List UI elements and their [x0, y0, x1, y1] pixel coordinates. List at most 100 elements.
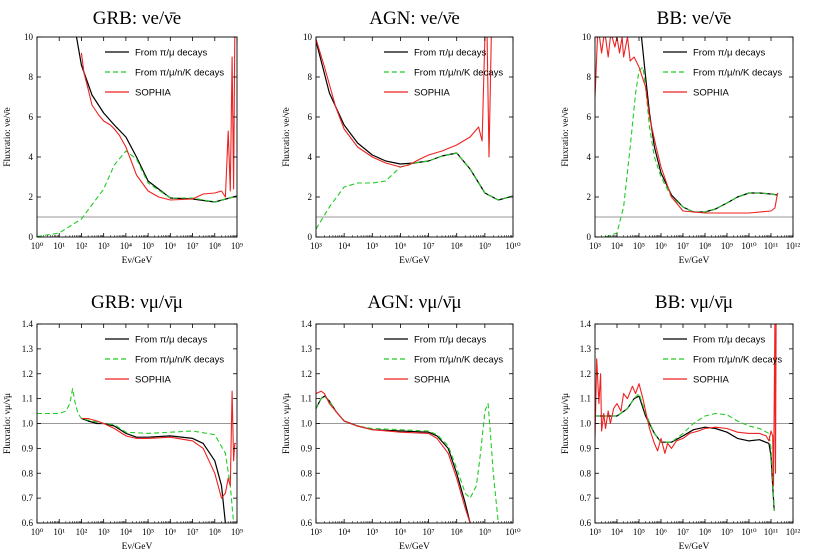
- legend-label-2: From π/μ/n/K decays: [693, 355, 782, 366]
- series-group: [595, 37, 779, 237]
- legend-label-3: SOPHIA: [135, 88, 172, 99]
- y-tick-label: 4: [308, 152, 313, 162]
- x-tick-label: 10⁸: [451, 527, 463, 537]
- y-tick-label: 0.7: [301, 493, 313, 503]
- y-axis-label: Fluxratio: νe/ν̄e: [3, 107, 13, 167]
- legend-label-1: From π/μ decays: [135, 335, 207, 346]
- x-tick-label: 10³: [98, 527, 110, 537]
- x-tick-label: 10⁶: [164, 241, 176, 251]
- x-tick-label: 10¹⁰: [741, 527, 757, 537]
- legend: From π/μ decays From π/μ/n/K decays SOPHIA: [663, 335, 782, 386]
- x-tick-label: 10⁴: [338, 527, 350, 537]
- x-tick-label: 10²: [76, 241, 88, 251]
- y-axis-label: Fluxratio: νμ/ν̄μ: [282, 393, 292, 454]
- series-line-3: [81, 390, 236, 499]
- legend-label-2: From π/μ/n/K decays: [135, 355, 224, 366]
- x-tick-label: 10⁷: [677, 241, 689, 251]
- x-tick-label: 10¹: [53, 527, 65, 537]
- series-line-1: [75, 37, 237, 203]
- x-tick-label: 10⁶: [655, 527, 667, 537]
- y-tick-label: 0.6: [22, 518, 34, 528]
- series-line-2: [316, 152, 513, 230]
- y-tick-label: 0.9: [301, 443, 313, 453]
- x-axis-label: Eν/GeV: [399, 256, 430, 266]
- series-line-3: [316, 390, 471, 523]
- x-tick-label: 10¹: [53, 241, 65, 251]
- chart-title: AGN: νμ/ν̄μ: [367, 292, 461, 313]
- y-tick-label: 0.6: [301, 518, 313, 528]
- y-tick-label: 1.3: [301, 344, 313, 354]
- x-tick-label: 10⁹: [231, 241, 243, 251]
- legend: From π/μ decays From π/μ/n/K decays SOPHIA: [384, 48, 503, 99]
- legend-label-3: SOPHIA: [414, 88, 451, 99]
- x-tick-label: 10⁴: [611, 527, 623, 537]
- chart-title: BB: νμ/ν̄μ: [655, 292, 733, 313]
- y-tick-label: 1.2: [22, 369, 33, 379]
- y-axis-label: Fluxratio: νμ/ν̄μ: [561, 393, 571, 454]
- y-tick-label: 6: [29, 112, 34, 122]
- x-axis-label: Eν/GeV: [679, 542, 710, 552]
- y-tick-label: 2: [308, 192, 313, 202]
- legend-label-3: SOPHIA: [135, 375, 172, 386]
- x-axis-label: Eν/GeV: [679, 256, 710, 266]
- x-tick-label: 10³: [589, 241, 601, 251]
- plot-frame: [315, 36, 514, 238]
- y-tick-label: 0.7: [22, 493, 34, 503]
- x-tick-label: 10³: [310, 241, 322, 251]
- x-tick-label: 10⁰: [31, 241, 44, 251]
- x-tick-label: 10⁹: [479, 241, 491, 251]
- series-line-3: [595, 324, 777, 487]
- x-tick-label: 10⁷: [186, 241, 198, 251]
- chart-title: BB: νe/ν̄e: [657, 8, 732, 29]
- series-line-2: [595, 393, 775, 511]
- y-tick-label: 0: [29, 232, 34, 242]
- y-tick-label: 1.1: [22, 394, 33, 404]
- series-line-2: [37, 388, 235, 523]
- y-tick-label: 1.1: [580, 394, 591, 404]
- x-tick-label: 10⁹: [721, 527, 733, 537]
- x-tick-label: 10⁴: [611, 241, 623, 251]
- series-group: [316, 37, 513, 230]
- x-tick-label: 10⁵: [366, 527, 378, 537]
- x-tick-label: 10⁶: [164, 527, 176, 537]
- y-tick-label: 1.1: [301, 394, 312, 404]
- chart-title: AGN: νe/ν̄e: [369, 8, 460, 29]
- series-group: [37, 388, 236, 523]
- y-tick-label: 10: [303, 32, 313, 42]
- chart-panel-6: BB: νμ/ν̄μ 10³ 10⁴ 10⁵ 10⁶ 10⁷ 10⁸ 10⁹ 10¹⁰ 10¹¹ 1…: [561, 292, 800, 552]
- y-tick-label: 0.9: [580, 443, 592, 453]
- x-tick-label: 10⁷: [186, 527, 198, 537]
- chart-panel-2: AGN: νe/ν̄e 10³ 10⁴ 10⁵ 10⁶ 10⁷ 10⁸ 10⁹ 10¹⁰ 0 2 4 6…: [282, 8, 521, 266]
- x-tick-label: 10⁸: [209, 527, 221, 537]
- legend-label-1: From π/μ decays: [693, 335, 765, 346]
- y-tick-label: 1.0: [301, 419, 313, 429]
- legend: From π/μ decays From π/μ/n/K decays SOPHIA: [105, 48, 224, 99]
- chart-panel-3: BB: νe/ν̄e 10³ 10⁴ 10⁵ 10⁶ 10⁷ 10⁸ 10⁹ 10¹⁰ 10¹¹ 1…: [561, 8, 800, 266]
- x-tick-label: 10⁶: [394, 527, 406, 537]
- x-tick-label: 10⁸: [209, 241, 221, 251]
- x-tick-label: 10⁵: [633, 241, 645, 251]
- series-line-3: [316, 37, 494, 168]
- x-axis-label: Eν/GeV: [122, 542, 153, 552]
- x-tick-label: 10⁸: [699, 527, 711, 537]
- y-tick-label: 8: [308, 72, 313, 82]
- y-tick-label: 4: [587, 152, 592, 162]
- series-line-2: [605, 66, 778, 237]
- y-tick-label: 0.6: [580, 518, 592, 528]
- chart-panel-4: GRB: νμ/ν̄μ 10⁰ 10¹ 10² 10³ 10⁴ 10⁵ 10⁶ 10⁷ 10⁸ 10…: [3, 292, 243, 552]
- legend-label-3: SOPHIA: [693, 375, 730, 386]
- y-tick-label: 1.0: [580, 419, 592, 429]
- x-tick-label: 10⁶: [655, 241, 667, 251]
- x-tick-label: 10⁰: [31, 527, 44, 537]
- y-axis-label: Fluxratio: νe/ν̄e: [561, 107, 571, 167]
- x-tick-label: 10²: [76, 527, 88, 537]
- series-group: [37, 37, 237, 237]
- y-tick-label: 10: [582, 32, 592, 42]
- y-tick-label: 2: [29, 192, 34, 202]
- chart-panel-5: AGN: νμ/ν̄μ 10³ 10⁴ 10⁵ 10⁶ 10⁷ 10⁸ 10⁹ 10¹⁰ 0.6 0…: [282, 292, 521, 552]
- series-line-3: [595, 37, 779, 214]
- legend: From π/μ decays From π/μ/n/K decays SOPHIA: [384, 335, 503, 386]
- y-tick-label: 1.3: [580, 344, 592, 354]
- y-tick-label: 1.0: [22, 419, 34, 429]
